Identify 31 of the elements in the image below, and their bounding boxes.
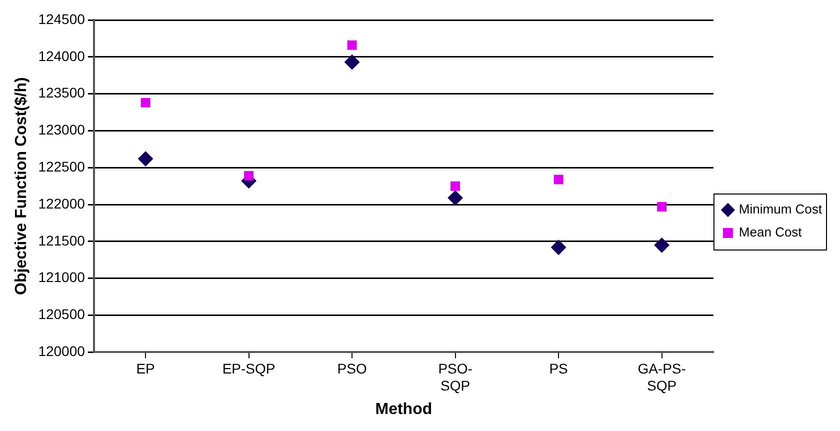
point [448,190,463,206]
point [344,54,360,70]
y-tick-label: 120000 [38,343,86,360]
y-tick-label: 121000 [38,269,86,286]
x-tick-label: EP-SQP [222,360,276,376]
y-tick-label: 122000 [38,195,86,212]
x-tick-label: PSO-SQP [438,360,473,394]
y-tick-label: 123000 [38,122,86,138]
legend-label: Mean Cost [738,224,802,240]
y-axis-title: Objective Function Cost($/h) [13,77,30,295]
point [450,181,460,191]
y-tick-label: 124500 [38,10,86,27]
point [138,151,154,166]
x-tick-label: GA-PS-SQP [638,360,686,394]
x-tick-label: PS [549,360,568,376]
y-tick-label: 120500 [38,306,86,322]
point [654,238,670,253]
y-tick-label: 122500 [38,158,86,175]
y-tick-label: 124000 [38,48,86,64]
point [551,240,566,255]
y-tick-label: 121500 [38,232,86,248]
x-axis-title: Method [375,400,432,418]
y-tick-label: 123500 [38,84,86,101]
point [657,202,667,212]
x-tick-label: PSO [337,360,367,376]
point [554,174,564,184]
x-tick-label: EP [136,360,155,376]
point [140,98,150,108]
legend-label: Minimum Cost [738,202,822,217]
point [244,171,254,181]
point [347,40,357,50]
